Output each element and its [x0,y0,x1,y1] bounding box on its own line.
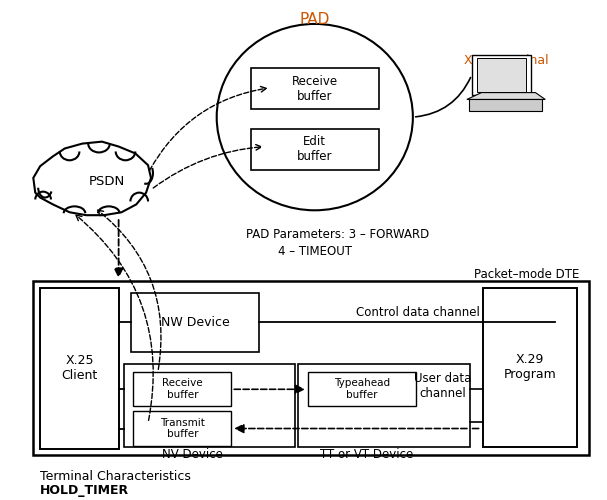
Bar [476,58,526,92]
Circle shape [29,156,84,210]
Circle shape [80,180,129,229]
Polygon shape [33,142,151,215]
Text: Control data channel: Control data channel [356,306,480,319]
Text: PSDN: PSDN [89,176,125,188]
Bar [472,56,531,94]
Text: Typeahead
buffer: Typeahead buffer [334,378,390,400]
Bar [33,281,589,456]
Text: X.25
Client: X.25 Client [61,354,98,382]
Bar [308,372,416,406]
Text: NW Device: NW Device [161,316,229,328]
Text: Terminal Characteristics: Terminal Characteristics [40,470,191,483]
Bar [469,100,542,111]
Circle shape [114,138,169,194]
Circle shape [48,180,97,229]
Bar [251,129,379,170]
Polygon shape [467,92,545,100]
Text: Edit
buffer: Edit buffer [297,136,333,164]
Text: PAD Parameters: 3 – FORWARD: PAD Parameters: 3 – FORWARD [246,228,429,241]
Circle shape [81,121,146,186]
Bar [124,364,295,446]
Text: X.29 terminal: X.29 terminal [464,54,548,66]
Text: HOLD_TIMER: HOLD_TIMER [40,484,129,497]
Text: 4 – TIMEOUT: 4 – TIMEOUT [279,245,353,258]
Bar [134,372,231,406]
Bar [40,288,118,448]
Bar [134,412,231,446]
Text: NV Device: NV Device [161,448,223,461]
Bar [483,288,577,446]
Text: Packet–mode DTE: Packet–mode DTE [474,268,580,280]
Text: User data
channel: User data channel [413,372,471,400]
Bar [298,364,470,446]
Text: PAD: PAD [300,12,330,26]
Text: Receive
buffer: Receive buffer [292,74,338,102]
Text: Transmit
buffer: Transmit buffer [160,418,205,440]
Text: X.29
Program: X.29 Program [504,353,557,381]
Bar [251,68,379,110]
Circle shape [108,167,159,218]
Bar [131,292,259,352]
Ellipse shape [217,24,413,210]
Text: Receive
buffer: Receive buffer [162,378,203,400]
Text: TT or VT Device: TT or VT Device [320,448,413,461]
Circle shape [53,131,112,190]
